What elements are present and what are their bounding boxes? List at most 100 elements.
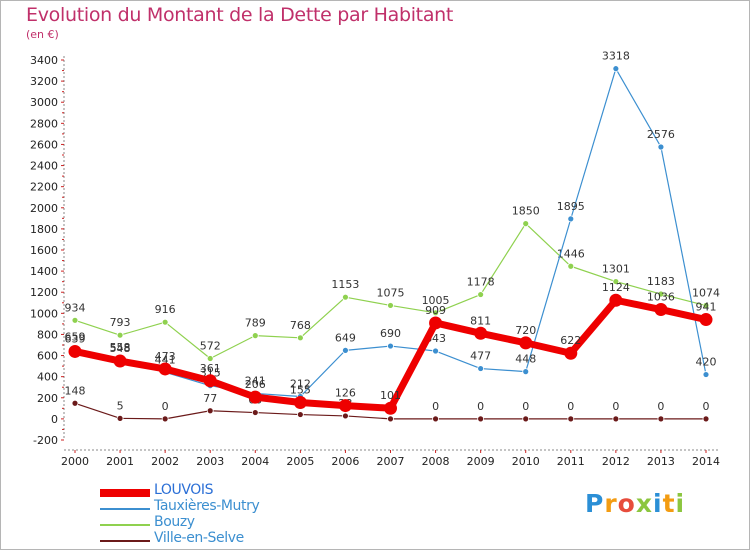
legend-swatch [100,489,150,497]
y-tick-label: 2000 [30,202,58,215]
data-point-louvois [293,396,307,410]
data-label-bouzy: 1178 [467,276,495,289]
data-point-bouzy [116,331,124,339]
data-label-bouzy: 1301 [602,263,630,276]
data-point-bouzy [161,318,169,326]
data-label-ville-en-selve: 0 [477,400,484,413]
logo-letter: r [604,489,618,518]
data-label-louvois: 909 [425,304,446,317]
data-label-louvois: 548 [110,342,131,355]
data-point-bouzy [71,316,79,324]
logo-letter: x [635,489,653,518]
y-tick-label: 2400 [30,160,58,173]
data-label-tauxi-res-mutry: 241 [245,374,266,387]
legend-label: Tauxières-Mutry [154,498,260,514]
x-tick-label: 2008 [422,455,450,468]
y-tick-label: 600 [37,350,58,363]
x-tick-label: 2006 [331,455,359,468]
data-point-ville-en-selve [206,407,214,415]
data-label-tauxi-res-mutry: 420 [696,356,717,369]
data-point-louvois [203,374,217,388]
y-tick-label: 1800 [30,223,58,236]
data-point-tauxi-res-mutry [342,346,349,354]
data-label-bouzy: 1183 [647,275,675,288]
data-point-bouzy [342,293,349,301]
data-label-louvois: 1124 [602,281,630,294]
data-label-louvois: 639 [65,332,86,345]
data-label-tauxi-res-mutry: 1895 [557,200,585,213]
data-label-bouzy: 1075 [377,286,405,299]
data-label-ville-en-selve: 0 [162,400,169,413]
data-point-louvois [519,336,533,350]
x-tick-label: 2010 [512,455,540,468]
x-tick-label: 2014 [692,455,720,468]
data-point-ville-en-selve [567,415,575,423]
data-label-ville-en-selve: 0 [612,400,619,413]
data-label-tauxi-res-mutry: 441 [155,353,176,366]
data-label-tauxi-res-mutry: 558 [110,341,131,354]
data-point-ville-en-selve [71,399,79,407]
data-point-ville-en-selve [612,415,620,423]
y-tick-label: 2800 [30,117,58,130]
logo-letter: P [585,489,605,518]
data-point-bouzy [477,291,485,298]
chart-subtitle: (en €) [26,28,59,41]
data-label-tauxi-res-mutry: 3318 [602,50,630,63]
data-label-bouzy: 1850 [512,205,540,218]
logo-letter: t [662,489,676,518]
data-label-tauxi-res-mutry: 448 [515,353,536,366]
data-label-bouzy: 1074 [692,287,720,300]
data-label-tauxi-res-mutry: 659 [65,330,86,343]
y-tick-label: 1200 [30,286,58,299]
y-tick-label: 3400 [30,54,58,67]
y-tick-label: 2200 [30,181,58,194]
data-label-tauxi-res-mutry: 2576 [647,128,675,141]
data-label-louvois: 473 [155,350,176,363]
data-point-louvois [654,303,668,317]
x-tick-label: 2009 [467,455,495,468]
series-layer: 934 793 916 572 789 768 1153 1075 1005 1178 1850 14… [65,50,720,423]
data-label-bouzy: 793 [110,316,131,329]
logo-letter: o [617,489,636,518]
data-point-bouzy [432,309,439,317]
y-tick-label: 800 [37,328,58,341]
data-point-louvois [248,390,262,404]
data-point-tauxi-res-mutry [477,365,485,372]
data-point-bouzy [657,290,665,298]
data-point-ville-en-selve [342,412,349,420]
data-label-bouzy: 916 [155,303,176,316]
legend-swatch [100,508,150,510]
data-point-ville-en-selve [432,415,439,423]
y-tick-label: 200 [37,392,58,405]
data-label-tauxi-res-mutry: 690 [380,327,401,340]
data-point-louvois [158,362,172,376]
data-label-bouzy: 789 [245,317,266,330]
y-tick-label: 2600 [30,138,58,151]
data-label-bouzy: 768 [290,319,311,332]
data-label-louvois: 206 [245,378,266,391]
legend-label: Bouzy [154,514,195,530]
y-tick-label: 1600 [30,244,58,257]
data-label-louvois: 720 [515,324,536,337]
data-point-bouzy [612,278,620,285]
data-point-ville-en-selve [116,414,124,422]
x-tick-label: 2011 [557,455,585,468]
data-point-tauxi-res-mutry [702,371,710,378]
logo-letter: i [675,489,686,518]
y-tick-label: 1400 [30,265,58,278]
data-point-ville-en-selve [477,415,485,423]
data-label-louvois: 622 [560,334,581,347]
data-label-louvois: 126 [335,387,356,400]
legend-label: LOUVOIS [154,482,214,498]
data-point-ville-en-selve [296,411,304,418]
legend-swatch [100,524,150,526]
data-label-louvois: 941 [696,301,717,314]
data-point-louvois [113,354,127,368]
data-point-tauxi-res-mutry [612,65,620,73]
y-tick-label: 3000 [30,96,58,109]
data-label-tauxi-res-mutry: 649 [335,331,356,344]
data-label-bouzy: 1153 [331,278,359,291]
series-louvois: 639 548 473 361 206 155 126 101 909 811 720 622 1124… [65,281,717,415]
